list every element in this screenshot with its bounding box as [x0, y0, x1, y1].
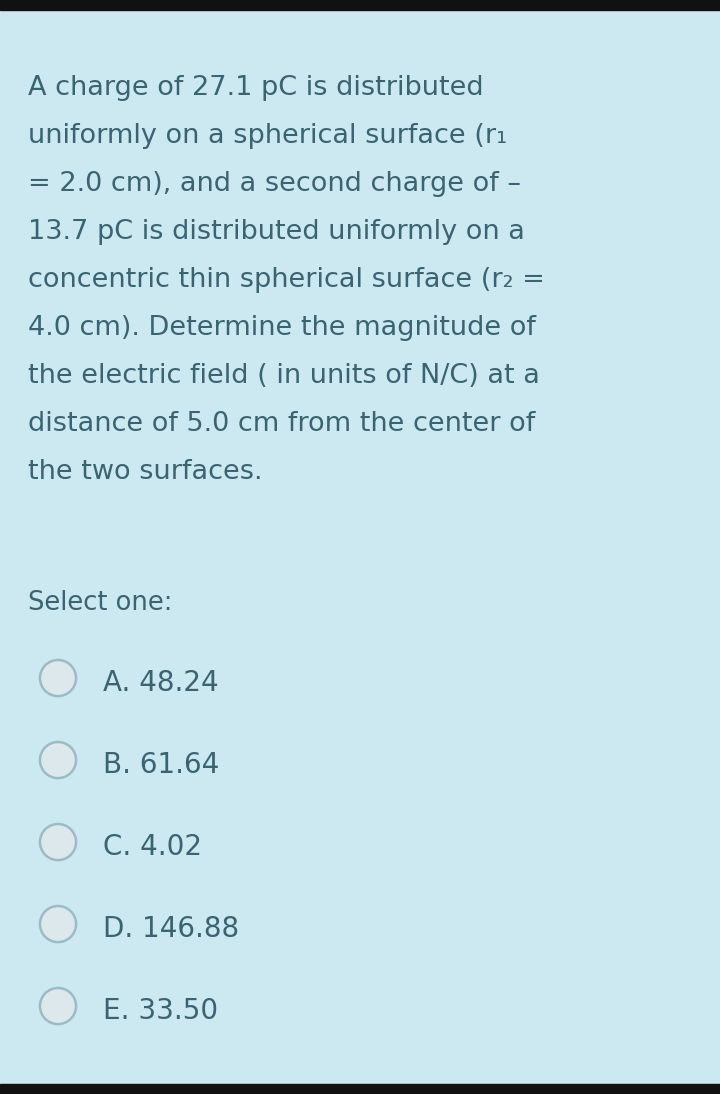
- Text: the electric field ( in units of N/C) at a: the electric field ( in units of N/C) at…: [28, 363, 540, 389]
- Ellipse shape: [40, 824, 76, 860]
- Text: E. 33.50: E. 33.50: [103, 997, 218, 1025]
- Text: concentric thin spherical surface (r₂ =: concentric thin spherical surface (r₂ =: [28, 267, 545, 293]
- Ellipse shape: [40, 660, 76, 696]
- Text: D. 146.88: D. 146.88: [103, 915, 239, 943]
- Text: A. 48.24: A. 48.24: [103, 670, 219, 697]
- Text: A charge of 27.1 pC is distributed: A charge of 27.1 pC is distributed: [28, 75, 484, 101]
- Text: B. 61.64: B. 61.64: [103, 750, 220, 779]
- Text: the two surfaces.: the two surfaces.: [28, 459, 263, 485]
- Text: C. 4.02: C. 4.02: [103, 833, 202, 861]
- Ellipse shape: [40, 906, 76, 942]
- Bar: [0, 1084, 720, 1094]
- Ellipse shape: [40, 742, 76, 778]
- Bar: [0, 0, 720, 10]
- Text: 4.0 cm). Determine the magnitude of: 4.0 cm). Determine the magnitude of: [28, 315, 536, 341]
- Ellipse shape: [40, 988, 76, 1024]
- Text: 13.7 pC is distributed uniformly on a: 13.7 pC is distributed uniformly on a: [28, 219, 525, 245]
- Text: Select one:: Select one:: [28, 590, 172, 616]
- Text: uniformly on a spherical surface (r₁: uniformly on a spherical surface (r₁: [28, 123, 507, 149]
- Text: distance of 5.0 cm from the center of: distance of 5.0 cm from the center of: [28, 411, 535, 437]
- Text: = 2.0 cm), and a second charge of –: = 2.0 cm), and a second charge of –: [28, 171, 521, 197]
